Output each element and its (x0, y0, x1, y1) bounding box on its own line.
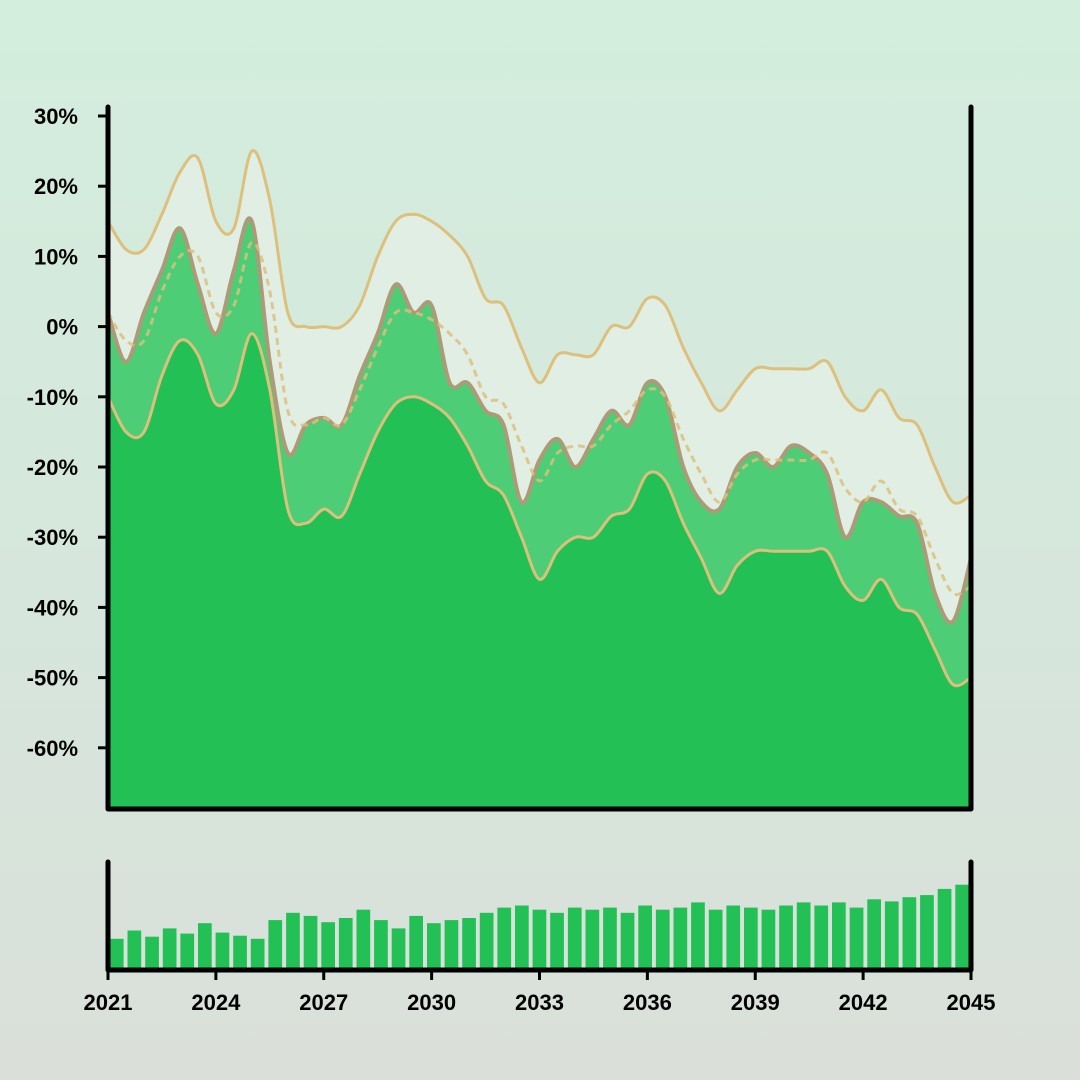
volume-bar (744, 907, 758, 970)
x-tick-label: 2039 (731, 990, 780, 1015)
volume-bar (726, 905, 741, 970)
volume-panel (109, 884, 969, 970)
volume-bar (585, 909, 600, 970)
volume-bar (867, 899, 881, 970)
axes: 30% 20% 10% 0% -10% -20% -30% -40% -50% -60% 2021 2… (27, 104, 996, 1015)
y-tick-label: -10% (27, 385, 78, 410)
volume-bar (321, 922, 335, 970)
y-tick-label: -60% (27, 736, 78, 761)
volume-bar (849, 907, 864, 970)
volume-bar (920, 895, 934, 970)
volume-bar (884, 901, 899, 970)
outer-band-area (108, 150, 971, 623)
volume-bar (127, 930, 142, 970)
volume-bar (180, 933, 195, 970)
x-tick-label: 2045 (947, 990, 996, 1015)
volume-bar (532, 909, 547, 970)
lower-band-line (106, 332, 972, 688)
x-tick-label: 2024 (191, 990, 241, 1015)
y-tick-label: -30% (27, 525, 78, 550)
volume-bar (796, 902, 811, 970)
x-tick-label: 2027 (299, 990, 348, 1015)
volume-bar (268, 920, 283, 970)
volume-bar (761, 909, 776, 970)
x-tick-label: 2033 (515, 990, 564, 1015)
upper-band-line (106, 149, 972, 505)
volume-bar (444, 920, 459, 970)
volume-bar (250, 938, 265, 970)
volume-bar (638, 905, 652, 970)
volume-bar (708, 909, 723, 970)
volume-bar (233, 935, 247, 970)
volume-bar (497, 907, 512, 970)
volume-bar (198, 923, 212, 970)
y-tick-label: -20% (27, 455, 78, 480)
y-tick-label: 10% (34, 244, 78, 269)
volume-bar (145, 936, 159, 970)
volume-bar (779, 905, 793, 970)
y-tick-label: 30% (34, 104, 78, 129)
volume-bar (814, 905, 829, 970)
y-tick-label: 20% (34, 174, 78, 199)
volume-bar (303, 915, 318, 970)
y-tick-label: 0% (46, 315, 78, 340)
volume-bar (356, 909, 371, 970)
volume-bar (567, 907, 582, 970)
x-tick-label: 2036 (623, 990, 672, 1015)
middle-band-line (106, 240, 972, 596)
volume-bar (427, 923, 441, 970)
volume-bar (479, 912, 494, 970)
price-panel (106, 149, 973, 809)
volume-bar (603, 907, 617, 970)
x-tick-label: 2030 (407, 990, 456, 1015)
volume-bar (673, 907, 688, 970)
volume-bar (409, 915, 423, 970)
volume-bar (338, 918, 353, 970)
volume-bar (109, 938, 124, 970)
volume-bar (655, 909, 670, 970)
volume-bar (374, 920, 388, 970)
volume-bar (215, 932, 230, 970)
volume-bar (286, 912, 300, 970)
volume-bar (691, 902, 705, 970)
x-tick-label: 2021 (84, 990, 133, 1015)
volume-bar (937, 888, 952, 970)
volume-bar (391, 928, 406, 970)
y-tick-label: -50% (27, 666, 78, 691)
volume-bar (162, 928, 177, 970)
volume-bar (955, 884, 969, 970)
lower-area (108, 333, 971, 809)
volume-bar (550, 912, 564, 970)
volume-bar (902, 897, 917, 970)
x-tick-label: 2042 (839, 990, 888, 1015)
volume-bar (832, 902, 846, 970)
y-tick-label: -40% (27, 595, 78, 620)
volume-bar (462, 918, 476, 970)
price-line (106, 216, 973, 625)
volume-bar (620, 912, 635, 970)
volume-bar (515, 905, 529, 970)
